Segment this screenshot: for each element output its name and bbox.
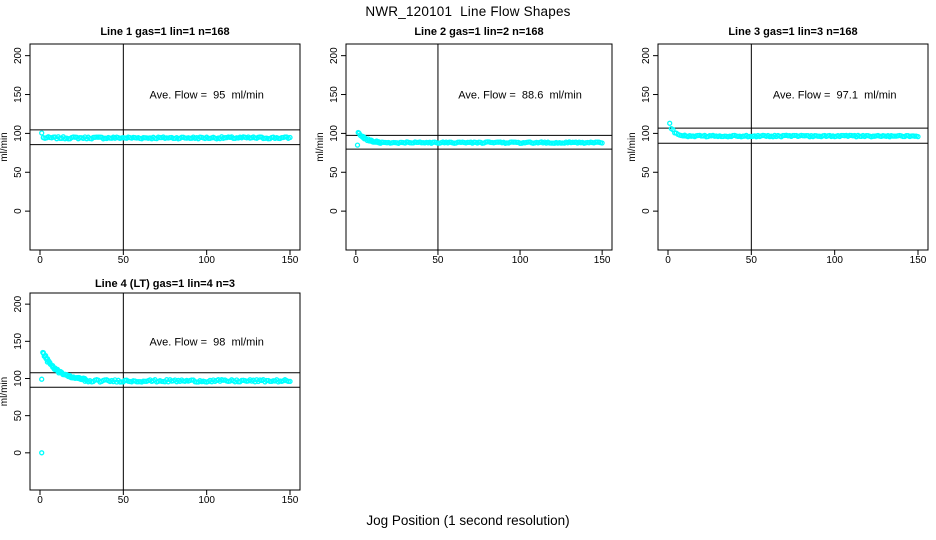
x-tick-label: 50 (432, 255, 444, 266)
y-tick-label: 50 (329, 166, 340, 178)
scatter-points (354, 129, 605, 148)
data-point (39, 130, 45, 136)
x-tick-label: 150 (282, 255, 299, 266)
y-tick-label: 200 (641, 47, 652, 64)
scatter-points (39, 130, 293, 142)
y-tick-label: 200 (13, 295, 24, 312)
scatter-points (667, 120, 921, 140)
y-tick-label: 150 (13, 333, 24, 350)
y-tick-label: 150 (329, 86, 340, 103)
y-tick-label: 100 (13, 370, 24, 387)
plot-box (345, 43, 613, 251)
x-tick-label: 100 (512, 255, 529, 266)
x-tick-label: 100 (198, 255, 215, 266)
y-tick-label: 50 (13, 166, 24, 178)
x-tick-label: 50 (118, 495, 130, 506)
plot-box (657, 43, 929, 251)
x-tick-label: 150 (594, 255, 611, 266)
data-point (40, 349, 46, 356)
x-tick-label: 100 (826, 255, 843, 266)
scatter-points (39, 349, 293, 456)
ave-flow-annotation: Ave. Flow = 97.1 ml/min (773, 90, 897, 102)
y-axis-label: ml/min (0, 377, 10, 406)
ave-flow-annotation: Ave. Flow = 95 ml/min (149, 90, 263, 102)
x-tick-label: 0 (665, 255, 671, 266)
x-tick-label: 0 (353, 255, 359, 266)
data-point (667, 120, 673, 126)
y-tick-label: 150 (13, 86, 24, 103)
y-tick-label: 50 (13, 410, 24, 422)
plot-box (29, 292, 301, 491)
plot-box (29, 43, 301, 251)
x-tick-label: 50 (118, 255, 130, 266)
y-tick-label: 150 (641, 86, 652, 103)
data-point (287, 134, 293, 141)
x-tick-label: 50 (746, 255, 758, 266)
y-tick-label: 0 (641, 208, 652, 214)
panel-title: Line 3 gas=1 lin=3 n=168 (728, 26, 857, 38)
y-tick-label: 50 (641, 166, 652, 178)
panel-1: 0 50 100 150 0 50 100 150 200 ml/min Line 1 gas=1 … (0, 26, 301, 266)
data-point (47, 360, 53, 366)
x-tick-label: 150 (910, 255, 927, 266)
y-axis-label: ml/min (0, 132, 10, 161)
y-tick-label: 100 (13, 125, 24, 142)
ave-flow-annotation: Ave. Flow = 98 ml/min (149, 336, 263, 348)
y-tick-label: 0 (13, 450, 24, 456)
y-tick-label: 100 (641, 125, 652, 142)
panel-title: Line 1 gas=1 lin=1 n=168 (100, 26, 229, 38)
x-tick-label: 100 (198, 495, 215, 506)
data-point (39, 450, 45, 456)
y-tick-label: 200 (329, 47, 340, 64)
y-axis-label: ml/min (315, 132, 326, 161)
x-tick-label: 150 (282, 495, 299, 506)
ave-flow-annotation: Ave. Flow = 88.6 ml/min (458, 90, 582, 102)
data-point (39, 376, 45, 382)
data-point (75, 375, 81, 382)
x-tick-label: 0 (37, 255, 43, 266)
data-point (287, 378, 293, 385)
panel-title: Line 4 (LT) gas=1 lin=4 n=3 (95, 278, 235, 290)
panel-2: 0 50 100 150 0 50 100 150 200 ml/min Line 2 gas=1 … (315, 26, 613, 266)
y-tick-label: 0 (13, 208, 24, 214)
y-tick-label: 100 (329, 125, 340, 142)
panel-title: Line 2 gas=1 lin=2 n=168 (414, 26, 543, 38)
x-tick-label: 0 (37, 495, 43, 506)
data-point (915, 133, 921, 140)
panel-4: 0 50 100 150 0 50 100 150 200 ml/min Line 4 (LT) g… (0, 278, 301, 506)
page-title: NWR_120101 Line Flow Shapes (365, 4, 571, 19)
panel-3: 0 50 100 150 0 50 100 150 200 ml/min Line 3 gas=1 … (627, 26, 929, 266)
data-point (599, 140, 605, 146)
y-tick-label: 0 (329, 208, 340, 214)
y-axis-label: ml/min (627, 132, 638, 161)
y-tick-label: 200 (13, 47, 24, 64)
x-axis-label: Jog Position (1 second resolution) (366, 513, 570, 528)
data-point (354, 142, 361, 148)
